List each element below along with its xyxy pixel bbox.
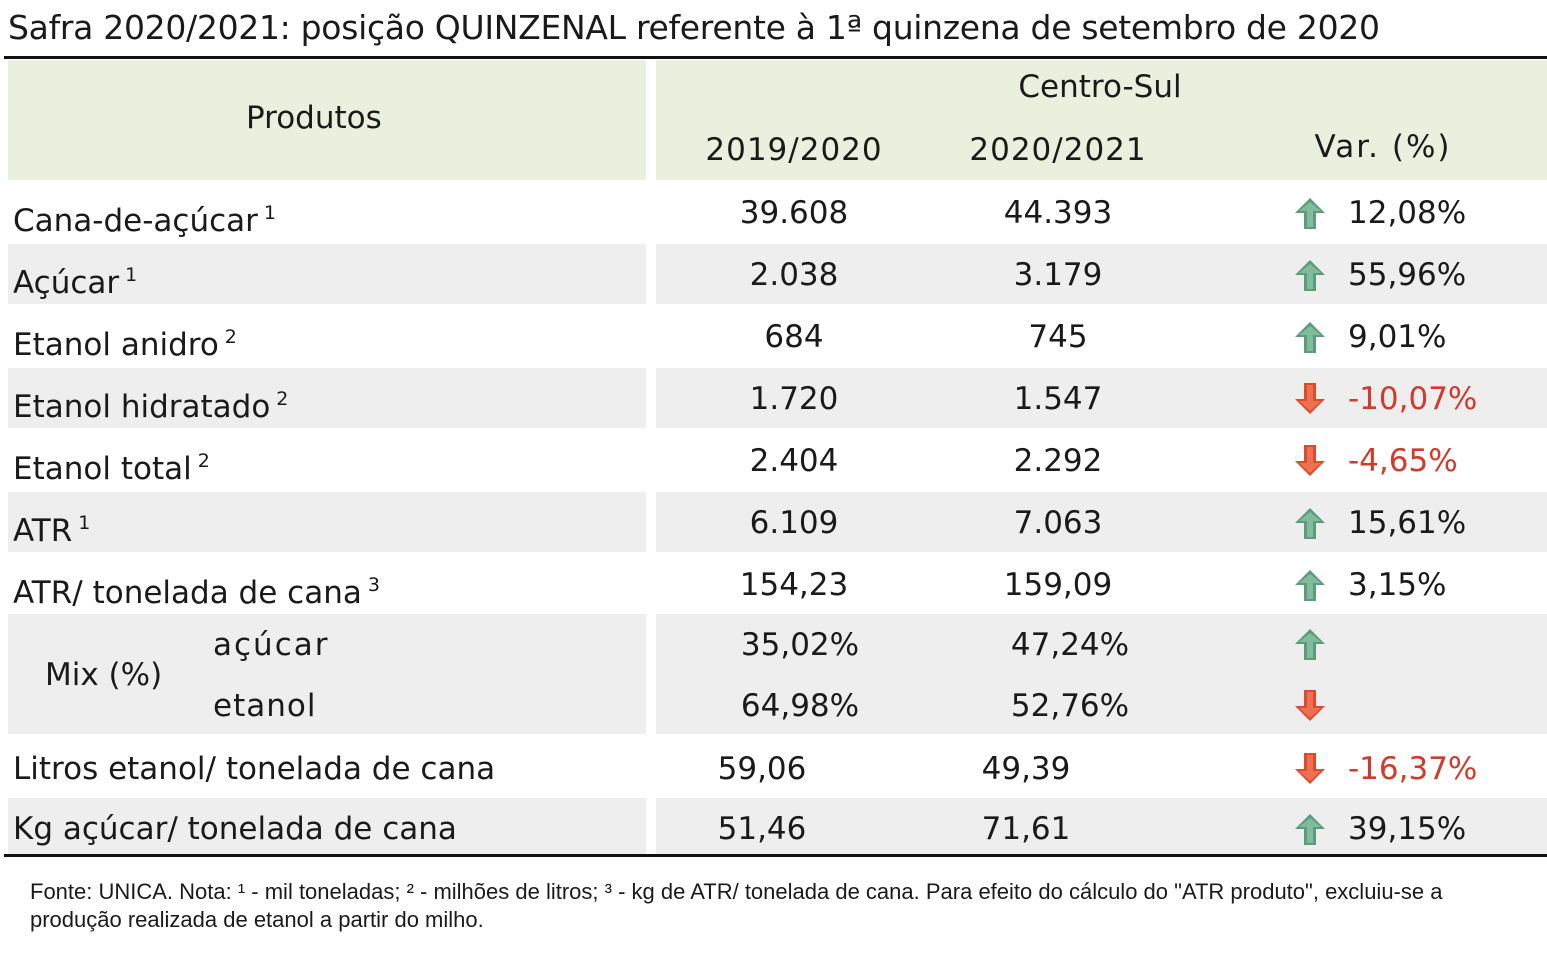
value-var: 12,08% (1348, 195, 1467, 231)
mix-sugar-2019-2020: 35,02% (740, 627, 860, 663)
mix-ethanol-label: etanol (213, 688, 317, 724)
footnote-marker: 1 (263, 202, 276, 224)
footnote-marker: 2 (197, 450, 210, 472)
value-2019-2020: 59,06 (717, 751, 807, 787)
value-2019-2020: 6.109 (749, 505, 839, 541)
mix-sugar-label: açúcar (213, 627, 330, 663)
arrow-up-icon (1295, 570, 1325, 601)
value-2020-2021: 1.547 (1013, 381, 1103, 417)
table-row: ATR/ tonelada de cana 3 154,23 159,09 3,15% (8, 554, 1547, 614)
value-2019-2020: 39.608 (739, 195, 849, 231)
table-title: Safra 2020/2021: posição QUINZENAL refer… (8, 8, 1380, 47)
mix-label: Mix (%) (45, 657, 163, 693)
row-label: Kg açúcar/ tonelada de cana (13, 811, 457, 847)
bottom-rule (4, 854, 1547, 857)
value-var: -10,07% (1348, 381, 1478, 417)
arrow-up-icon (1295, 629, 1325, 660)
row-label: ATR/ tonelada de cana 3 (13, 567, 380, 611)
arrow-down-icon (1295, 383, 1325, 414)
table-row: Etanol anidro 2 684 745 9,01% (8, 306, 1547, 366)
arrow-up-icon (1295, 322, 1325, 353)
value-var: 39,15% (1348, 811, 1467, 847)
footnote: Fonte: UNICA. Nota: ¹ - mil toneladas; ²… (30, 879, 1443, 932)
row-label: Cana-de-açúcar 1 (13, 195, 276, 239)
mix-ethanol-2019-2020: 64,98% (740, 688, 860, 724)
table-row: ATR 1 6.109 7.063 15,61% (8, 492, 1547, 552)
table-row: Etanol total 2 2.404 2.292 -4,65% (8, 430, 1547, 490)
value-var: 3,15% (1348, 567, 1447, 603)
arrow-up-icon (1295, 198, 1325, 229)
header-col-2019-2020: 2019/2020 (705, 132, 883, 168)
value-2020-2021: 7.063 (1013, 505, 1103, 541)
table-row: Litros etanol/ tonelada de cana 59,06 49,3… (8, 738, 1547, 796)
table-row: Açúcar 1 2.038 3.179 55,96% (8, 244, 1547, 304)
mix-sugar-2020-2021: 47,24% (1010, 627, 1130, 663)
value-var: 9,01% (1348, 319, 1447, 355)
row-label: Etanol hidratado 2 (13, 381, 288, 425)
row-label-text: ATR (13, 513, 73, 549)
value-var: 55,96% (1348, 257, 1467, 293)
row-label-text: Litros etanol/ tonelada de cana (13, 751, 496, 787)
footnote-marker: 2 (276, 388, 289, 410)
mix-ethanol-2020-2021: 52,76% (1010, 688, 1130, 724)
arrow-down-icon (1295, 445, 1325, 476)
value-2019-2020: 684 (764, 319, 824, 355)
footnote-marker: 3 (367, 574, 380, 596)
value-var: -4,65% (1348, 443, 1458, 479)
row-label-text: Etanol total (13, 451, 192, 487)
value-2019-2020: 51,46 (717, 811, 807, 847)
table-row: Etanol hidratado 2 1.720 1.547 -10,07% (8, 368, 1547, 428)
row-label-text: Etanol hidratado (13, 389, 271, 425)
value-2020-2021: 44.393 (1003, 195, 1113, 231)
arrow-down-icon (1295, 753, 1325, 784)
value-var: -16,37% (1348, 751, 1478, 787)
header-var: Var. (%) (1314, 129, 1452, 165)
header-region: Centro-Sul (1018, 69, 1182, 105)
table-row-mix: Mix (%) açúcar etanol 35,02% 47,24% 64,9… (8, 614, 1547, 734)
row-label: Litros etanol/ tonelada de cana (13, 751, 495, 787)
footnote-marker: 1 (78, 512, 91, 534)
arrow-up-icon (1295, 260, 1325, 291)
value-2019-2020: 2.404 (749, 443, 839, 479)
header-col-2020-2021: 2020/2021 (969, 132, 1147, 168)
table-row: Kg açúcar/ tonelada de cana 51,46 71,61 39,… (8, 798, 1547, 854)
value-2019-2020: 154,23 (739, 567, 849, 603)
footnote-marker: 2 (224, 326, 237, 348)
row-label: Açúcar 1 (13, 257, 137, 301)
row-label-text: Cana-de-açúcar (13, 203, 258, 239)
row-label-text: ATR/ tonelada de cana (13, 575, 362, 611)
row-label: ATR 1 (13, 505, 90, 549)
top-rule (4, 56, 1547, 59)
row-label-text: Açúcar (13, 265, 120, 301)
value-2019-2020: 2.038 (749, 257, 839, 293)
arrow-up-icon (1295, 508, 1325, 539)
footnote-marker: 1 (125, 264, 138, 286)
value-2020-2021: 745 (1028, 319, 1088, 355)
row-label-text: Kg açúcar/ tonelada de cana (13, 811, 457, 847)
value-2020-2021: 71,61 (981, 811, 1071, 847)
value-2020-2021: 3.179 (1013, 257, 1103, 293)
row-label-text: Etanol anidro (13, 327, 219, 363)
value-2019-2020: 1.720 (749, 381, 839, 417)
value-2020-2021: 49,39 (981, 751, 1071, 787)
value-var: 15,61% (1348, 505, 1467, 541)
table-header: Produtos Centro-Sul 2019/2020 2020/2021 … (8, 60, 1547, 180)
header-products: Produtos (246, 100, 382, 136)
value-2020-2021: 2.292 (1013, 443, 1103, 479)
arrow-up-icon (1295, 814, 1325, 845)
value-2020-2021: 159,09 (1003, 567, 1113, 603)
row-label: Etanol total 2 (13, 443, 210, 487)
table-row: Cana-de-açúcar 1 39.608 44.393 12,08% (8, 182, 1547, 242)
row-label: Etanol anidro 2 (13, 319, 237, 363)
arrow-down-icon (1295, 690, 1325, 721)
